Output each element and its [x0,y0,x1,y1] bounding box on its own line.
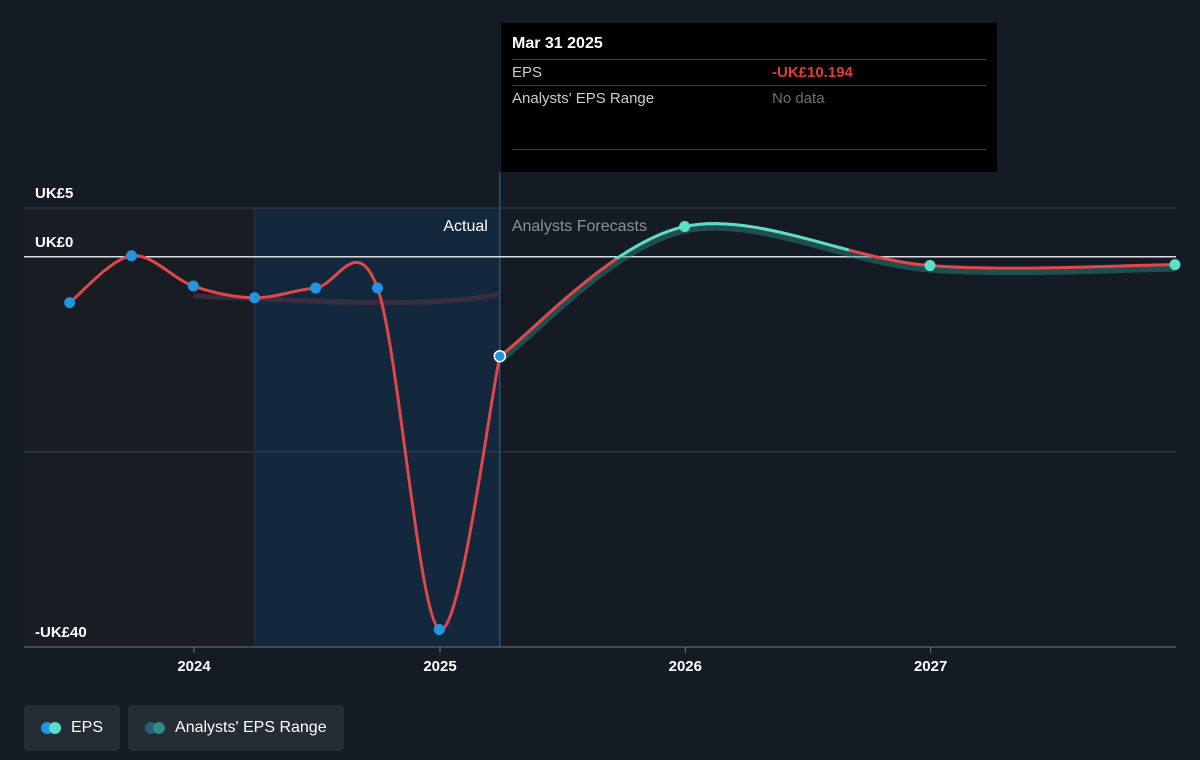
tooltip-date: Mar 31 2025 [512,35,603,52]
x-tick-label: 2026 [669,658,702,675]
eps-forecast-point[interactable] [679,221,691,233]
actual-label: Actual [443,218,487,235]
tooltip-row-eps: EPS -UK£10.194 [512,59,986,85]
text-layer: UK£5 UK£0 -UK£40 2024 2025 2026 2027 Actual Anal… [35,185,947,675]
past-shade [24,208,255,647]
y-tick-label: UK£0 [35,234,73,251]
eps-point[interactable] [64,297,76,309]
eps-point[interactable] [433,623,445,635]
tooltip-divider [512,149,986,150]
eps-forecast-line [498,222,1176,358]
tooltip-row-range: Analysts' EPS Range No data [512,85,986,111]
tooltip-eps-value: -UK£10.194 [772,64,853,81]
forecast-range-band [497,222,1176,363]
legend-eps-label: EPS [71,719,104,736]
y-tick-label: UK£5 [35,185,73,202]
eps-actual-line [68,254,502,631]
legend-item-range[interactable]: Analysts' EPS Range [128,705,344,751]
x-tick-label: 2024 [177,658,211,675]
eps-forecast-highlight-line [613,222,849,259]
eps-legend-icon [41,722,61,734]
eps-point[interactable] [371,282,383,294]
y-tick-label: -UK£40 [35,624,87,641]
eps-forecast-point[interactable] [924,260,936,272]
gridline-layer [24,207,1176,653]
eps-tooltip: Mar 31 2025 EPS -UK£10.194 Analysts' EPS… [501,23,997,172]
range-legend-icon [145,722,166,734]
forecast-label: Analysts Forecasts [512,218,647,235]
actual-highlight-band [254,208,500,647]
eps-point[interactable] [248,292,260,304]
eps-forecast-point[interactable] [1169,259,1181,271]
eps-point-selected[interactable] [493,349,507,363]
legend-item-eps[interactable]: EPS [24,705,121,751]
chart-legend: EPS Analysts' EPS Range [24,705,344,751]
point-layer [64,221,1181,635]
tooltip-eps-label: EPS [512,64,543,81]
background-layer [24,172,501,647]
eps-point[interactable] [125,250,137,262]
eps-point[interactable] [310,282,322,294]
x-tick-label: 2027 [914,658,947,675]
x-tick-label: 2025 [423,658,456,675]
series-line-layer [68,222,1176,631]
tooltip-range-label: Analysts' EPS Range [512,90,655,107]
legend-range-label: Analysts' EPS Range [175,719,327,736]
eps-point[interactable] [187,280,199,292]
tooltip-range-value: No data [772,90,825,107]
eps-chart: UK£5 UK£0 -UK£40 2024 2025 2026 2027 Actual Anal… [24,172,1181,675]
